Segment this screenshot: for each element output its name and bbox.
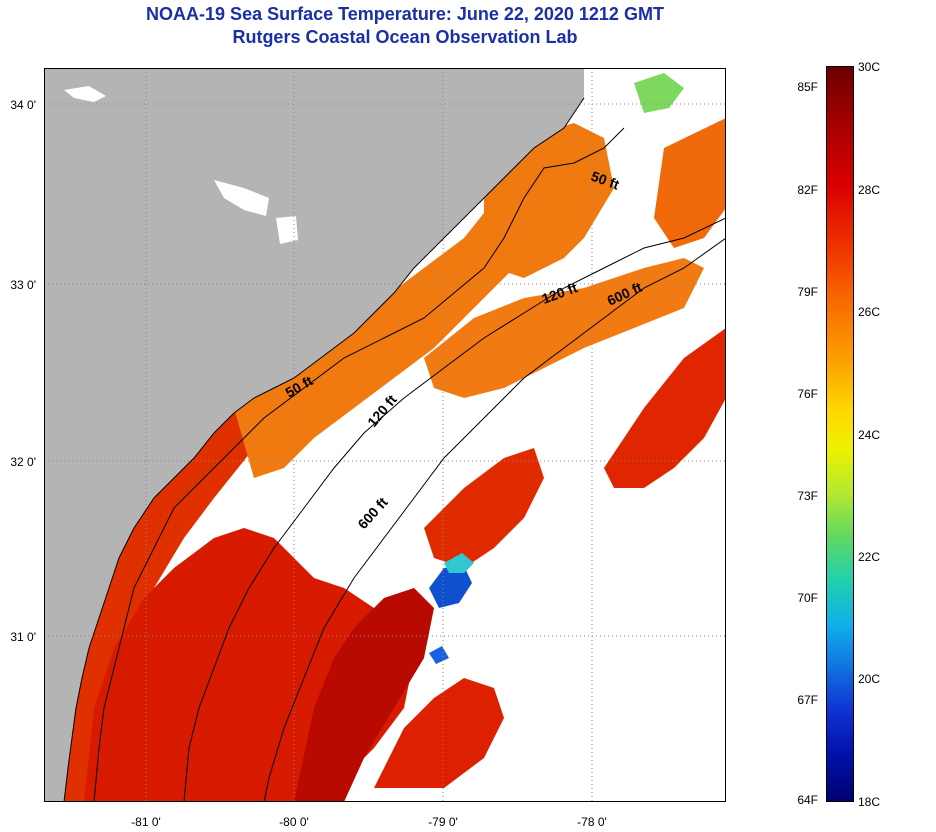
sst-midshelf-orange	[424, 258, 704, 398]
sst-cold-patch-blue	[429, 566, 472, 608]
coastline	[63, 97, 585, 802]
contour-120ft	[183, 217, 726, 802]
lat-label-33: 33 0'	[10, 278, 36, 292]
sst-map: 50 ft 50 ft 120 ft 120 ft 600 ft 600 ft	[44, 68, 726, 802]
map-subtitle: Rutgers Coastal Ocean Observation Lab	[232, 27, 578, 47]
colorbar-label-79f: 79F	[797, 285, 818, 299]
sst-coastal-orange	[234, 148, 564, 478]
colorbar-label-64f: 64F	[797, 793, 818, 807]
colorbar-label-26c: 26C	[858, 305, 881, 319]
contour-600ft	[263, 237, 726, 802]
sst-cold-patch-south	[429, 646, 449, 664]
contour-50ft	[93, 127, 625, 802]
colorbar-label-82f: 82F	[797, 183, 818, 197]
sst-offshore-east	[604, 328, 726, 488]
colorbar-label-30c: 30C	[858, 60, 881, 74]
sst-northeast-green	[634, 73, 684, 113]
cloud-over-land-1	[64, 86, 106, 102]
colorbar-label-20c: 20C	[858, 672, 881, 686]
colorbar-label-22c: 22C	[858, 550, 881, 564]
sst-offshore-warm-mid	[424, 448, 544, 568]
colorbar	[826, 66, 854, 802]
lat-label-32: 32 0'	[10, 455, 36, 469]
lat-label-34: 34 0'	[10, 98, 36, 112]
colorbar-label-70f: 70F	[797, 591, 818, 605]
graticule	[44, 68, 726, 802]
sst-gulfstream-core	[294, 588, 434, 802]
colorbar-label-76f: 76F	[797, 387, 818, 401]
colorbar-label-85f: 85F	[797, 80, 818, 94]
map-frame	[44, 68, 726, 802]
lon-label-79: -79 0'	[428, 815, 458, 829]
sst-northeast-orange	[654, 118, 726, 248]
colorbar-label-73f: 73F	[797, 489, 818, 503]
lon-label-78: -78 0'	[577, 815, 607, 829]
cloud-over-land-3	[276, 216, 298, 244]
land-mass	[44, 68, 584, 802]
sst-cold-patch-cyan	[444, 553, 474, 573]
colorbar-label-18c: 18C	[858, 795, 881, 809]
cloud-over-land-2	[214, 180, 269, 216]
colorbar-label-28c: 28C	[858, 183, 881, 197]
lon-label-80: -80 0'	[279, 815, 309, 829]
lat-label-31: 31 0'	[10, 630, 36, 644]
lon-label-81: -81 0'	[131, 815, 161, 829]
colorbar-label-67f: 67F	[797, 693, 818, 707]
map-title: NOAA-19 Sea Surface Temperature: June 22…	[146, 4, 664, 24]
colorbar-label-24c: 24C	[858, 428, 881, 442]
sst-offshore-warm-south	[374, 678, 504, 788]
